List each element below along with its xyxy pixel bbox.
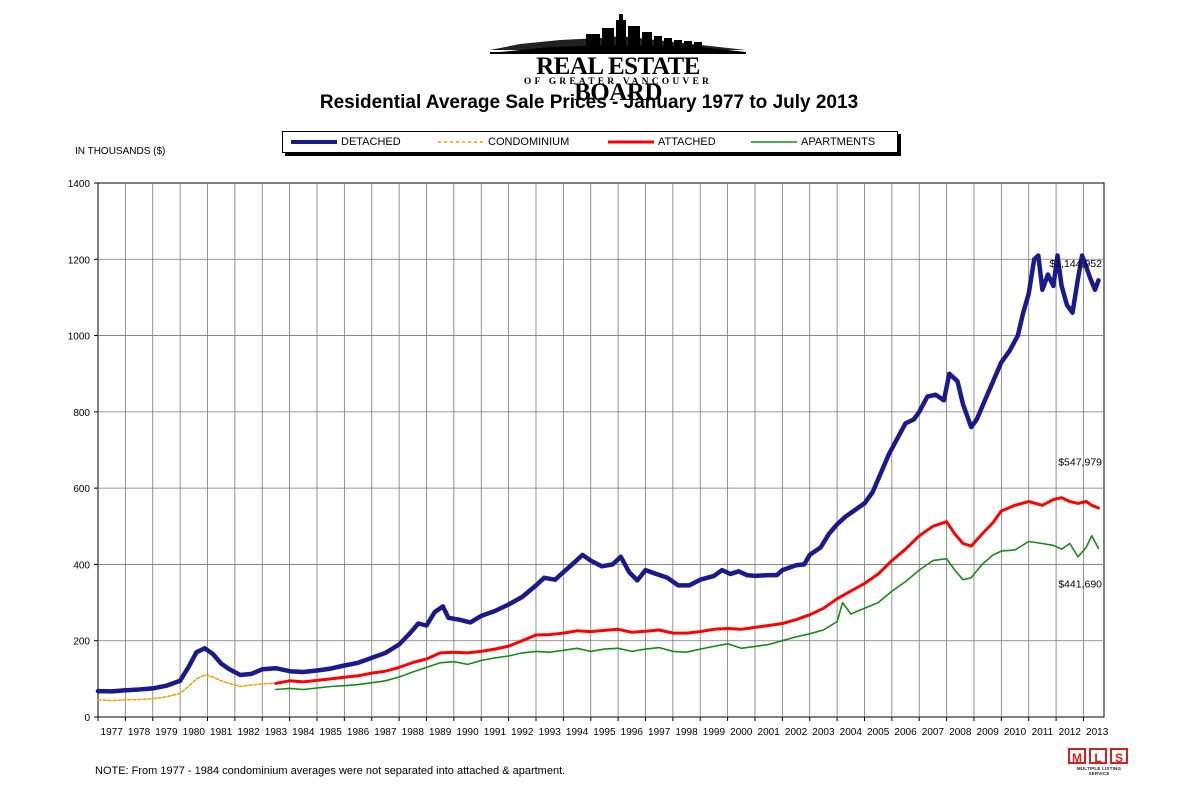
x-tick-label: 2012	[1059, 727, 1082, 738]
x-tick-label: 2007	[922, 727, 945, 738]
logo-subtitle: OF GREATER VANCOUVER	[523, 77, 713, 87]
x-tick-label: 2000	[730, 727, 753, 738]
x-tick-label: 1997	[648, 727, 671, 738]
y-tick-label: 200	[73, 637, 90, 648]
x-tick-label: 2010	[1004, 727, 1027, 738]
y-tick-label: 1000	[68, 332, 91, 343]
x-tick-label: 2008	[949, 727, 972, 738]
x-tick-label: 2009	[977, 727, 1000, 738]
mls-letter-l: L	[1089, 748, 1107, 765]
x-tick-label: 1983	[265, 727, 288, 738]
series-line-condominium	[97, 674, 277, 702]
x-tick-label: 1985	[320, 727, 343, 738]
x-tick-label: 1998	[675, 727, 698, 738]
mls-subtitle: MULTIPLE LISTING SERVICE	[1076, 766, 1122, 776]
series-line-apartments	[275, 535, 1100, 691]
y-tick-label: 1400	[68, 179, 91, 190]
data-label-attached: $547,979	[1058, 456, 1102, 468]
chart-title: Residential Average Sale Prices - Januar…	[319, 92, 859, 113]
data-label-detached: $1,144,952	[1049, 258, 1102, 270]
x-tick-label: 1980	[183, 727, 206, 738]
legend-item-apartments: APARTMENTS	[751, 132, 875, 152]
x-tick-label: 2002	[785, 727, 808, 738]
legend-label-attached: ATTACHED	[658, 136, 716, 148]
mls-letter-s: S	[1110, 748, 1128, 765]
x-tick-label: 2003	[812, 727, 835, 738]
chart-legend: DETACHED CONDOMINIUM ATTACHED APARTMENTS	[282, 131, 898, 153]
y-tick-label: 800	[73, 408, 90, 419]
plot-area	[97, 182, 1105, 718]
x-tick-label: 1994	[566, 727, 589, 738]
y-tick-label: 600	[73, 484, 90, 495]
x-tick-label: 1987	[374, 727, 397, 738]
x-tick-label: 2004	[840, 727, 863, 738]
y-axis-units: IN THOUSANDS ($)	[75, 146, 166, 157]
x-tick-label: 1993	[539, 727, 562, 738]
x-tick-label: 1996	[621, 727, 644, 738]
x-tick-label: 2005	[867, 727, 890, 738]
x-tick-label: 2013	[1086, 727, 1109, 738]
mls-letter-m: M	[1068, 748, 1086, 765]
legend-label-detached: DETACHED	[341, 136, 401, 148]
footnote: NOTE: From 1977 - 1984 condominium avera…	[95, 765, 566, 777]
legend-item-attached: ATTACHED	[608, 132, 716, 152]
x-tick-label: 2011	[1032, 727, 1054, 738]
y-tick-label: 1200	[68, 255, 91, 266]
series-line-attached	[274, 496, 1100, 685]
x-tick-label: 1995	[593, 727, 616, 738]
x-tick-label: 1986	[347, 727, 370, 738]
x-tick-label: 1991	[484, 727, 507, 738]
x-tick-label: 2006	[894, 727, 917, 738]
data-label-apartments: $441,690	[1058, 578, 1102, 590]
x-tick-label: 1984	[292, 727, 315, 738]
x-tick-label: 2001	[758, 727, 781, 738]
reb-logo: REAL ESTATE BOARD OF GREATER VANCOUVER	[490, 14, 746, 106]
x-tick-label: 1978	[128, 727, 151, 738]
x-tick-label: 1982	[237, 727, 260, 738]
legend-label-apartments: APARTMENTS	[801, 136, 876, 148]
y-tick-label: 400	[73, 560, 90, 571]
x-tick-label: 1989	[429, 727, 452, 738]
x-tick-label: 1990	[456, 727, 479, 738]
logo-title: REAL ESTATE BOARD	[536, 53, 700, 106]
city-skyline-icon	[490, 14, 746, 54]
legend-item-detached: DETACHED	[291, 132, 401, 152]
x-tick-label: 1981	[210, 727, 233, 738]
series-line-detached	[95, 253, 1101, 694]
y-tick-label: 0	[84, 713, 90, 724]
x-tick-label: 1992	[511, 727, 534, 738]
x-tick-label: 1977	[101, 727, 124, 738]
x-tick-label: 1979	[155, 727, 178, 738]
x-tick-label: 1988	[402, 727, 425, 738]
legend-item-condominium: CONDOMINIUM	[438, 132, 569, 152]
x-tick-label: 1999	[703, 727, 726, 738]
mls-logo: M L S MULTIPLE LISTING SERVICE	[1068, 748, 1130, 776]
legend-label-condominium: CONDOMINIUM	[488, 136, 570, 148]
